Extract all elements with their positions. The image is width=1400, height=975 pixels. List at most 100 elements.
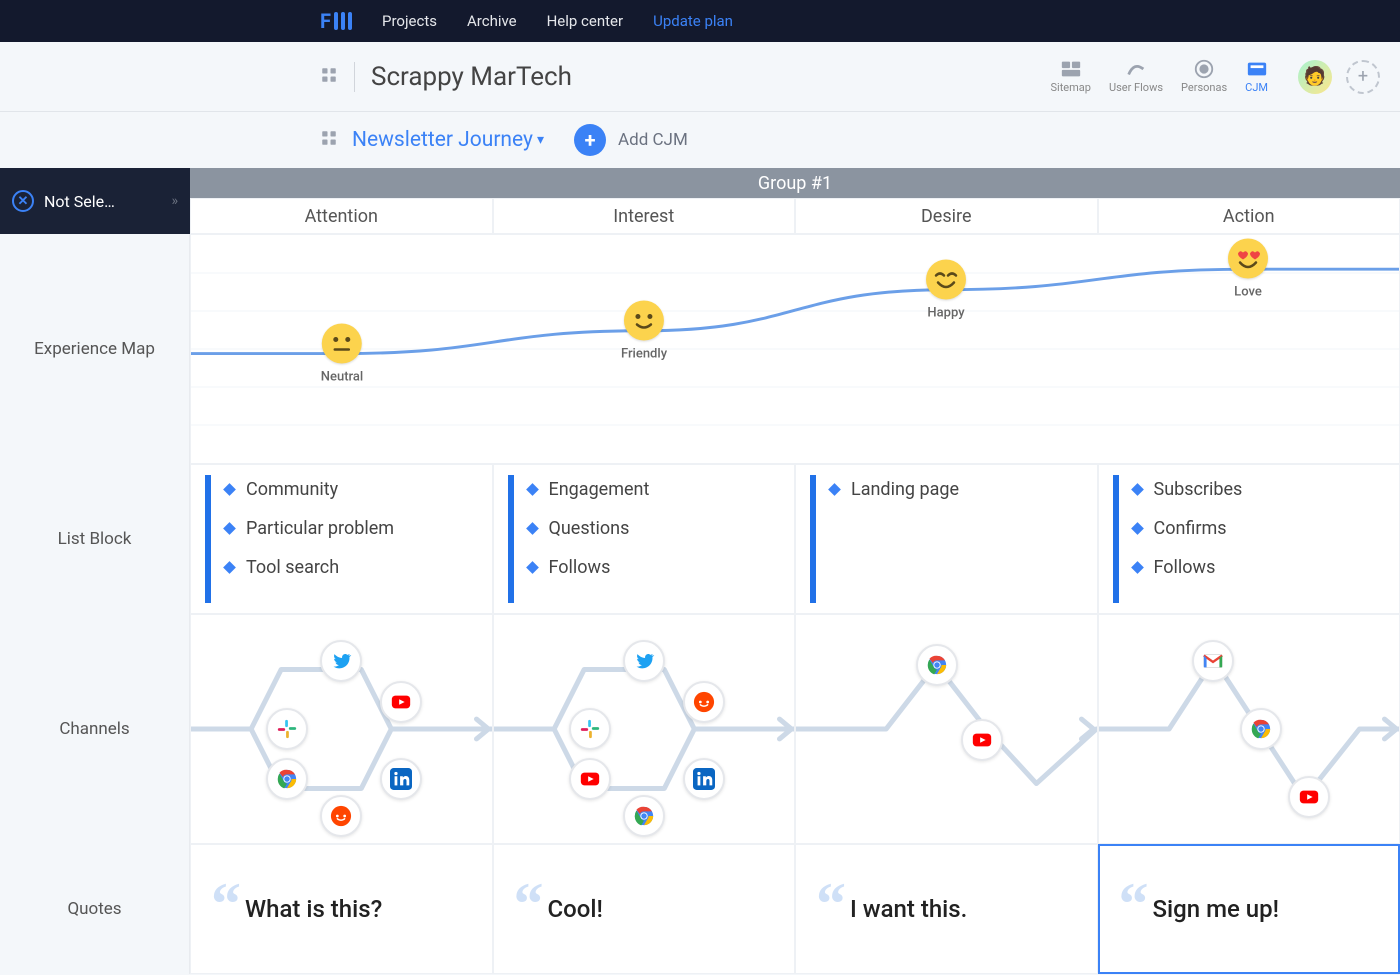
nav-projects[interactable]: Projects — [382, 12, 437, 30]
reddit-icon[interactable] — [320, 795, 362, 837]
add-cjm-label: Add CJM — [618, 130, 688, 150]
bullet-icon — [1131, 522, 1144, 535]
close-icon[interactable]: ✕ — [12, 190, 34, 212]
slack-icon[interactable] — [569, 708, 611, 750]
reddit-icon[interactable] — [683, 681, 725, 723]
youtube-icon[interactable] — [1288, 776, 1330, 818]
list-item[interactable]: Engagement — [528, 479, 650, 500]
youtube-icon[interactable] — [569, 758, 611, 800]
emotion-node-happy[interactable]: Happy — [926, 259, 966, 320]
apps-icon[interactable] — [320, 129, 338, 151]
project-bar: Scrappy MarTech Sitemap User Flows Perso… — [0, 42, 1400, 112]
chrome-icon[interactable] — [266, 758, 308, 800]
slack-icon[interactable] — [266, 708, 308, 750]
viewmode-personas[interactable]: Personas — [1181, 60, 1227, 94]
channels-cell-0[interactable] — [190, 614, 493, 844]
bullet-icon — [828, 483, 841, 496]
list-cell-2[interactable]: Landing page — [795, 464, 1098, 614]
sitemap-icon — [1060, 60, 1082, 78]
viewmode-sitemap[interactable]: Sitemap — [1051, 60, 1091, 94]
bullet-icon — [526, 522, 539, 535]
nav-update-plan[interactable]: Update plan — [653, 12, 733, 30]
apps-icon[interactable] — [320, 66, 338, 88]
viewmode-cjm[interactable]: CJM — [1245, 60, 1268, 94]
expand-icon[interactable]: » — [171, 193, 178, 209]
quote-cell-3[interactable]: “Sign me up! — [1098, 844, 1400, 974]
cjm-icon — [1246, 60, 1268, 78]
bullet-icon — [1131, 483, 1144, 496]
youtube-icon[interactable] — [961, 719, 1003, 761]
personas-icon — [1193, 60, 1215, 78]
row-header-list[interactable]: List Block — [0, 464, 190, 614]
list-item[interactable]: Particular problem — [225, 518, 394, 539]
channels-cell-3[interactable] — [1098, 614, 1400, 844]
chrome-icon[interactable] — [623, 795, 665, 837]
twitter-icon[interactable] — [623, 640, 665, 682]
linkedin-icon[interactable] — [683, 758, 725, 800]
row-header-channels[interactable]: Channels — [0, 614, 190, 844]
list-item[interactable]: Landing page — [830, 479, 959, 500]
user-avatar[interactable]: 🧑 — [1298, 60, 1332, 94]
emotion-node-friendly[interactable]: Friendly — [621, 300, 667, 361]
twitter-icon[interactable] — [320, 640, 362, 682]
happy-icon — [926, 259, 966, 299]
add-cjm-button[interactable]: + — [574, 124, 606, 156]
bullet-icon — [223, 522, 236, 535]
chrome-icon[interactable] — [916, 644, 958, 686]
emotion-node-neutral[interactable]: Neutral — [321, 323, 363, 384]
stage-attention[interactable]: Attention — [190, 198, 493, 234]
channels-cell-1[interactable] — [493, 614, 796, 844]
bullet-icon — [223, 561, 236, 574]
emotion-label: Love — [1234, 285, 1262, 300]
chevron-down-icon: ▾ — [537, 132, 544, 148]
row-header-experience[interactable]: Experience Map — [0, 234, 190, 464]
experience-map[interactable]: Neutral Friendly Happy Love — [190, 234, 1400, 464]
cjm-grid: ✕ Not Sele… » Group #1 Attention Interes… — [0, 168, 1400, 974]
persona-label: Not Sele… — [44, 192, 115, 211]
chrome-icon[interactable] — [1240, 708, 1282, 750]
userflows-icon — [1125, 60, 1147, 78]
add-collaborator-button[interactable]: + — [1346, 60, 1380, 94]
bullet-icon — [526, 483, 539, 496]
persona-selector[interactable]: ✕ Not Sele… » — [0, 168, 190, 234]
journey-dropdown[interactable]: Newsletter Journey ▾ — [352, 128, 544, 152]
quote-cell-2[interactable]: “I want this. — [795, 844, 1098, 974]
list-item[interactable]: Subscribes — [1133, 479, 1243, 500]
nav-help[interactable]: Help center — [547, 12, 623, 30]
list-item[interactable]: Confirms — [1133, 518, 1243, 539]
emotion-label: Neutral — [321, 369, 363, 384]
logo[interactable]: F — [320, 9, 352, 33]
list-cell-0[interactable]: Community Particular problem Tool search — [190, 464, 493, 614]
viewmode-userflows[interactable]: User Flows — [1109, 60, 1163, 94]
stage-action[interactable]: Action — [1098, 198, 1400, 234]
emotion-label: Happy — [927, 305, 964, 320]
project-title[interactable]: Scrappy MarTech — [371, 62, 572, 92]
bullet-icon — [1131, 561, 1144, 574]
top-navbar: F Projects Archive Help center Update pl… — [0, 0, 1400, 42]
channels-cell-2[interactable] — [795, 614, 1098, 844]
stage-interest[interactable]: Interest — [493, 198, 796, 234]
emotion-label: Friendly — [621, 346, 667, 361]
emotion-node-love[interactable]: Love — [1228, 239, 1268, 300]
quote-cell-1[interactable]: “Cool! — [493, 844, 796, 974]
list-cell-3[interactable]: Subscribes Confirms Follows — [1098, 464, 1400, 614]
row-header-quotes[interactable]: Quotes — [0, 844, 190, 974]
list-item[interactable]: Questions — [528, 518, 650, 539]
stage-desire[interactable]: Desire — [795, 198, 1098, 234]
quote-cell-0[interactable]: “What is this? — [190, 844, 493, 974]
list-item[interactable]: Follows — [1133, 557, 1243, 578]
gmail-icon[interactable] — [1192, 640, 1234, 682]
list-cell-1[interactable]: Engagement Questions Follows — [493, 464, 796, 614]
list-item[interactable]: Follows — [528, 557, 650, 578]
bullet-icon — [223, 483, 236, 496]
viewmode-tabs: Sitemap User Flows Personas CJM — [1051, 60, 1269, 94]
love-icon — [1228, 239, 1268, 279]
journey-bar: Newsletter Journey ▾ + Add CJM — [0, 112, 1400, 168]
list-item[interactable]: Tool search — [225, 557, 394, 578]
nav-archive[interactable]: Archive — [467, 12, 517, 30]
youtube-icon[interactable] — [380, 681, 422, 723]
bullet-icon — [526, 561, 539, 574]
list-item[interactable]: Community — [225, 479, 394, 500]
linkedin-icon[interactable] — [380, 758, 422, 800]
group-header[interactable]: Group #1 — [190, 168, 1400, 198]
